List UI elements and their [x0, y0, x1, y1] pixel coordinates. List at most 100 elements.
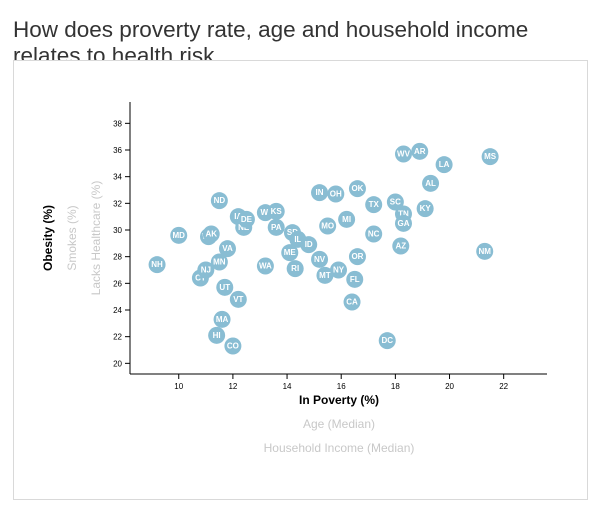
state-marker[interactable]: [319, 217, 337, 235]
data-point-ar[interactable]: AR: [411, 142, 429, 160]
data-point-wa[interactable]: WA: [256, 257, 274, 275]
state-marker[interactable]: [256, 257, 274, 275]
data-point-vt[interactable]: VT: [229, 290, 247, 308]
data-points: NHMDCTNJWYAKHINDMAMNUTVACOIANEDEVTWIKSWA…: [148, 142, 499, 355]
data-point-mt[interactable]: MT: [316, 266, 334, 284]
data-point-nd[interactable]: ND: [210, 192, 228, 210]
state-marker[interactable]: [394, 145, 412, 163]
state-marker[interactable]: [316, 266, 334, 284]
state-marker[interactable]: [202, 225, 220, 243]
state-marker[interactable]: [267, 218, 285, 236]
data-point-ak[interactable]: AK: [202, 225, 220, 243]
state-marker[interactable]: [365, 225, 383, 243]
data-point-nv[interactable]: NV: [311, 250, 329, 268]
state-abbr-label: TN: [398, 210, 409, 219]
state-marker[interactable]: [394, 214, 412, 232]
state-abbr-label: NH: [151, 260, 163, 269]
data-point-in[interactable]: IN: [311, 184, 329, 202]
state-marker[interactable]: [327, 185, 345, 203]
data-point-ri[interactable]: RI: [286, 260, 304, 278]
state-marker[interactable]: [148, 256, 166, 274]
state-marker[interactable]: [213, 310, 231, 328]
state-marker[interactable]: [267, 202, 285, 220]
data-point-nh[interactable]: NH: [148, 256, 166, 274]
state-marker[interactable]: [476, 242, 494, 260]
data-point-or[interactable]: OR: [348, 248, 366, 266]
state-abbr-label: WA: [259, 262, 272, 271]
state-marker[interactable]: [411, 142, 429, 160]
state-marker[interactable]: [392, 237, 410, 255]
data-point-ks[interactable]: KS: [267, 202, 285, 220]
data-point-ms[interactable]: MS: [481, 148, 499, 166]
data-point-tx[interactable]: TX: [365, 196, 383, 214]
state-marker[interactable]: [216, 278, 234, 296]
state-marker[interactable]: [286, 260, 304, 278]
state-marker[interactable]: [218, 240, 236, 258]
state-abbr-label: DE: [241, 215, 253, 224]
data-point-ok[interactable]: OK: [348, 180, 366, 198]
data-point-fl[interactable]: FL: [346, 270, 364, 288]
data-point-id[interactable]: ID: [300, 236, 318, 254]
data-point-ca[interactable]: CA: [343, 293, 361, 311]
data-point-sc[interactable]: SC: [386, 193, 404, 211]
data-point-md[interactable]: MD: [170, 226, 188, 244]
state-marker[interactable]: [365, 196, 383, 214]
y-label-lacks-healthcare[interactable]: Lacks Healthcare (%): [89, 181, 103, 296]
state-marker[interactable]: [378, 332, 396, 350]
state-marker[interactable]: [197, 261, 215, 279]
state-marker[interactable]: [435, 156, 453, 174]
state-marker[interactable]: [300, 236, 318, 254]
data-point-de[interactable]: DE: [237, 210, 255, 228]
data-point-nm[interactable]: NM: [476, 242, 494, 260]
y-label-obesity[interactable]: Obesity (%): [41, 205, 55, 271]
state-marker[interactable]: [311, 250, 329, 268]
x-label-poverty[interactable]: In Poverty (%): [299, 393, 379, 407]
state-marker[interactable]: [481, 148, 499, 166]
state-marker[interactable]: [210, 253, 228, 271]
x-tick-label: 14: [283, 382, 292, 391]
state-marker[interactable]: [422, 174, 440, 192]
state-marker[interactable]: [281, 244, 299, 262]
state-marker[interactable]: [416, 200, 434, 218]
data-point-me[interactable]: ME: [281, 244, 299, 262]
state-abbr-label: NC: [368, 230, 380, 239]
data-point-mi[interactable]: MI: [338, 210, 356, 228]
data-point-ga[interactable]: GA: [394, 214, 412, 232]
data-point-nc[interactable]: NC: [365, 225, 383, 243]
y-label-smokes[interactable]: Smokes (%): [65, 205, 79, 270]
data-point-wv[interactable]: WV: [394, 145, 412, 163]
data-point-nj[interactable]: NJ: [197, 261, 215, 279]
state-marker[interactable]: [338, 210, 356, 228]
data-point-ma[interactable]: MA: [213, 310, 231, 328]
state-marker[interactable]: [311, 184, 329, 202]
data-point-pa[interactable]: PA: [267, 218, 285, 236]
state-marker[interactable]: [346, 270, 364, 288]
state-marker[interactable]: [386, 193, 404, 211]
data-point-mo[interactable]: MO: [319, 217, 337, 235]
state-marker[interactable]: [208, 326, 226, 344]
state-marker[interactable]: [229, 290, 247, 308]
state-marker[interactable]: [348, 180, 366, 198]
data-point-la[interactable]: LA: [435, 156, 453, 174]
state-marker[interactable]: [343, 293, 361, 311]
data-point-ky[interactable]: KY: [416, 200, 434, 218]
data-point-dc[interactable]: DC: [378, 332, 396, 350]
data-point-co[interactable]: CO: [224, 337, 242, 355]
data-point-az[interactable]: AZ: [392, 237, 410, 255]
y-tick-label: 24: [113, 306, 122, 315]
x-label-age[interactable]: Age (Median): [303, 417, 375, 431]
state-marker[interactable]: [330, 261, 347, 279]
data-point-hi[interactable]: HI: [208, 326, 226, 344]
state-marker[interactable]: [170, 226, 188, 244]
state-marker[interactable]: [348, 248, 366, 266]
state-marker[interactable]: [237, 210, 255, 228]
data-point-ut[interactable]: UT: [216, 278, 234, 296]
state-marker[interactable]: [224, 337, 242, 355]
data-point-va[interactable]: VA: [218, 240, 236, 258]
data-point-oh[interactable]: OH: [327, 185, 345, 203]
x-label-income[interactable]: Household Income (Median): [264, 441, 415, 455]
data-point-ny[interactable]: NY: [330, 261, 347, 279]
data-point-mn[interactable]: MN: [210, 253, 228, 271]
data-point-al[interactable]: AL: [422, 174, 440, 192]
state-marker[interactable]: [210, 192, 228, 210]
